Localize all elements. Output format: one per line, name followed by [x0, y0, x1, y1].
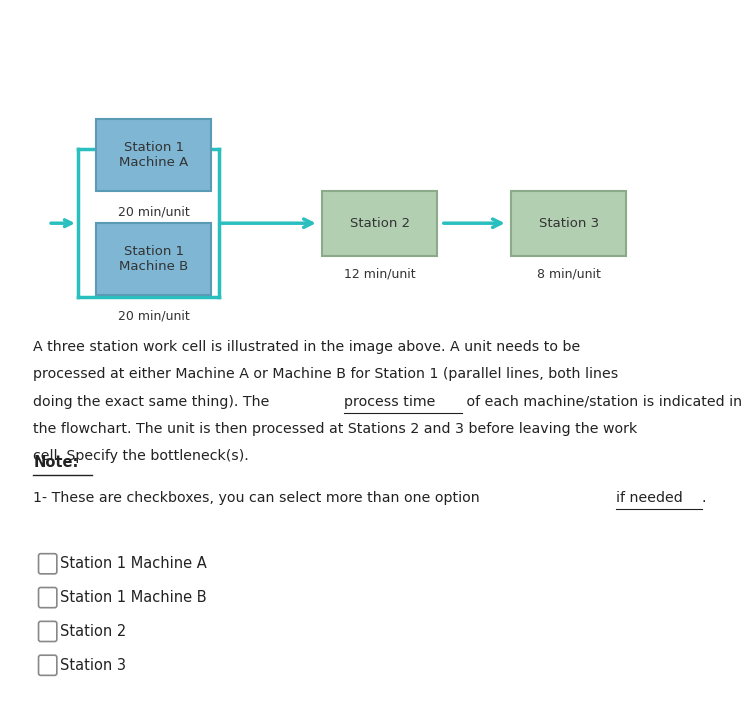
Text: of each machine/station is indicated in: of each machine/station is indicated in	[462, 395, 741, 408]
Text: 20 min/unit: 20 min/unit	[118, 205, 189, 218]
FancyBboxPatch shape	[322, 191, 437, 256]
Text: 8 min/unit: 8 min/unit	[537, 268, 601, 281]
Text: if needed: if needed	[616, 491, 682, 505]
Text: cell. Specify the bottleneck(s).: cell. Specify the bottleneck(s).	[33, 449, 249, 463]
Text: Station 1 Machine A: Station 1 Machine A	[59, 557, 206, 571]
Text: doing the exact same thing). The: doing the exact same thing). The	[33, 395, 274, 408]
Text: Station 3: Station 3	[59, 658, 125, 672]
FancyBboxPatch shape	[39, 554, 57, 574]
FancyBboxPatch shape	[96, 223, 211, 295]
Text: Note:: Note:	[33, 455, 79, 470]
Text: the flowchart. The unit is then processed at Stations 2 and 3 before leaving the: the flowchart. The unit is then processe…	[33, 422, 637, 436]
FancyBboxPatch shape	[511, 191, 626, 256]
FancyBboxPatch shape	[39, 621, 57, 642]
Text: A three station work cell is illustrated in the image above. A unit needs to be: A three station work cell is illustrated…	[33, 340, 581, 354]
Text: 12 min/unit: 12 min/unit	[345, 268, 416, 281]
Text: 1- These are checkboxes, you can select more than one option: 1- These are checkboxes, you can select …	[33, 491, 485, 505]
Text: Station 3: Station 3	[539, 217, 599, 230]
Text: Station 2: Station 2	[59, 624, 126, 639]
FancyBboxPatch shape	[39, 655, 57, 675]
FancyBboxPatch shape	[39, 588, 57, 608]
Text: processed at either Machine A or Machine B for Station 1 (parallel lines, both l: processed at either Machine A or Machine…	[33, 367, 619, 381]
Text: Station 2: Station 2	[350, 217, 410, 230]
Text: Station 1 Machine B: Station 1 Machine B	[59, 590, 206, 605]
Text: process time: process time	[344, 395, 436, 408]
Text: Station 1
Machine B: Station 1 Machine B	[119, 246, 188, 273]
Text: .: .	[702, 491, 706, 505]
Text: 20 min/unit: 20 min/unit	[118, 310, 189, 323]
FancyBboxPatch shape	[96, 119, 211, 191]
Text: Station 1
Machine A: Station 1 Machine A	[119, 141, 188, 168]
